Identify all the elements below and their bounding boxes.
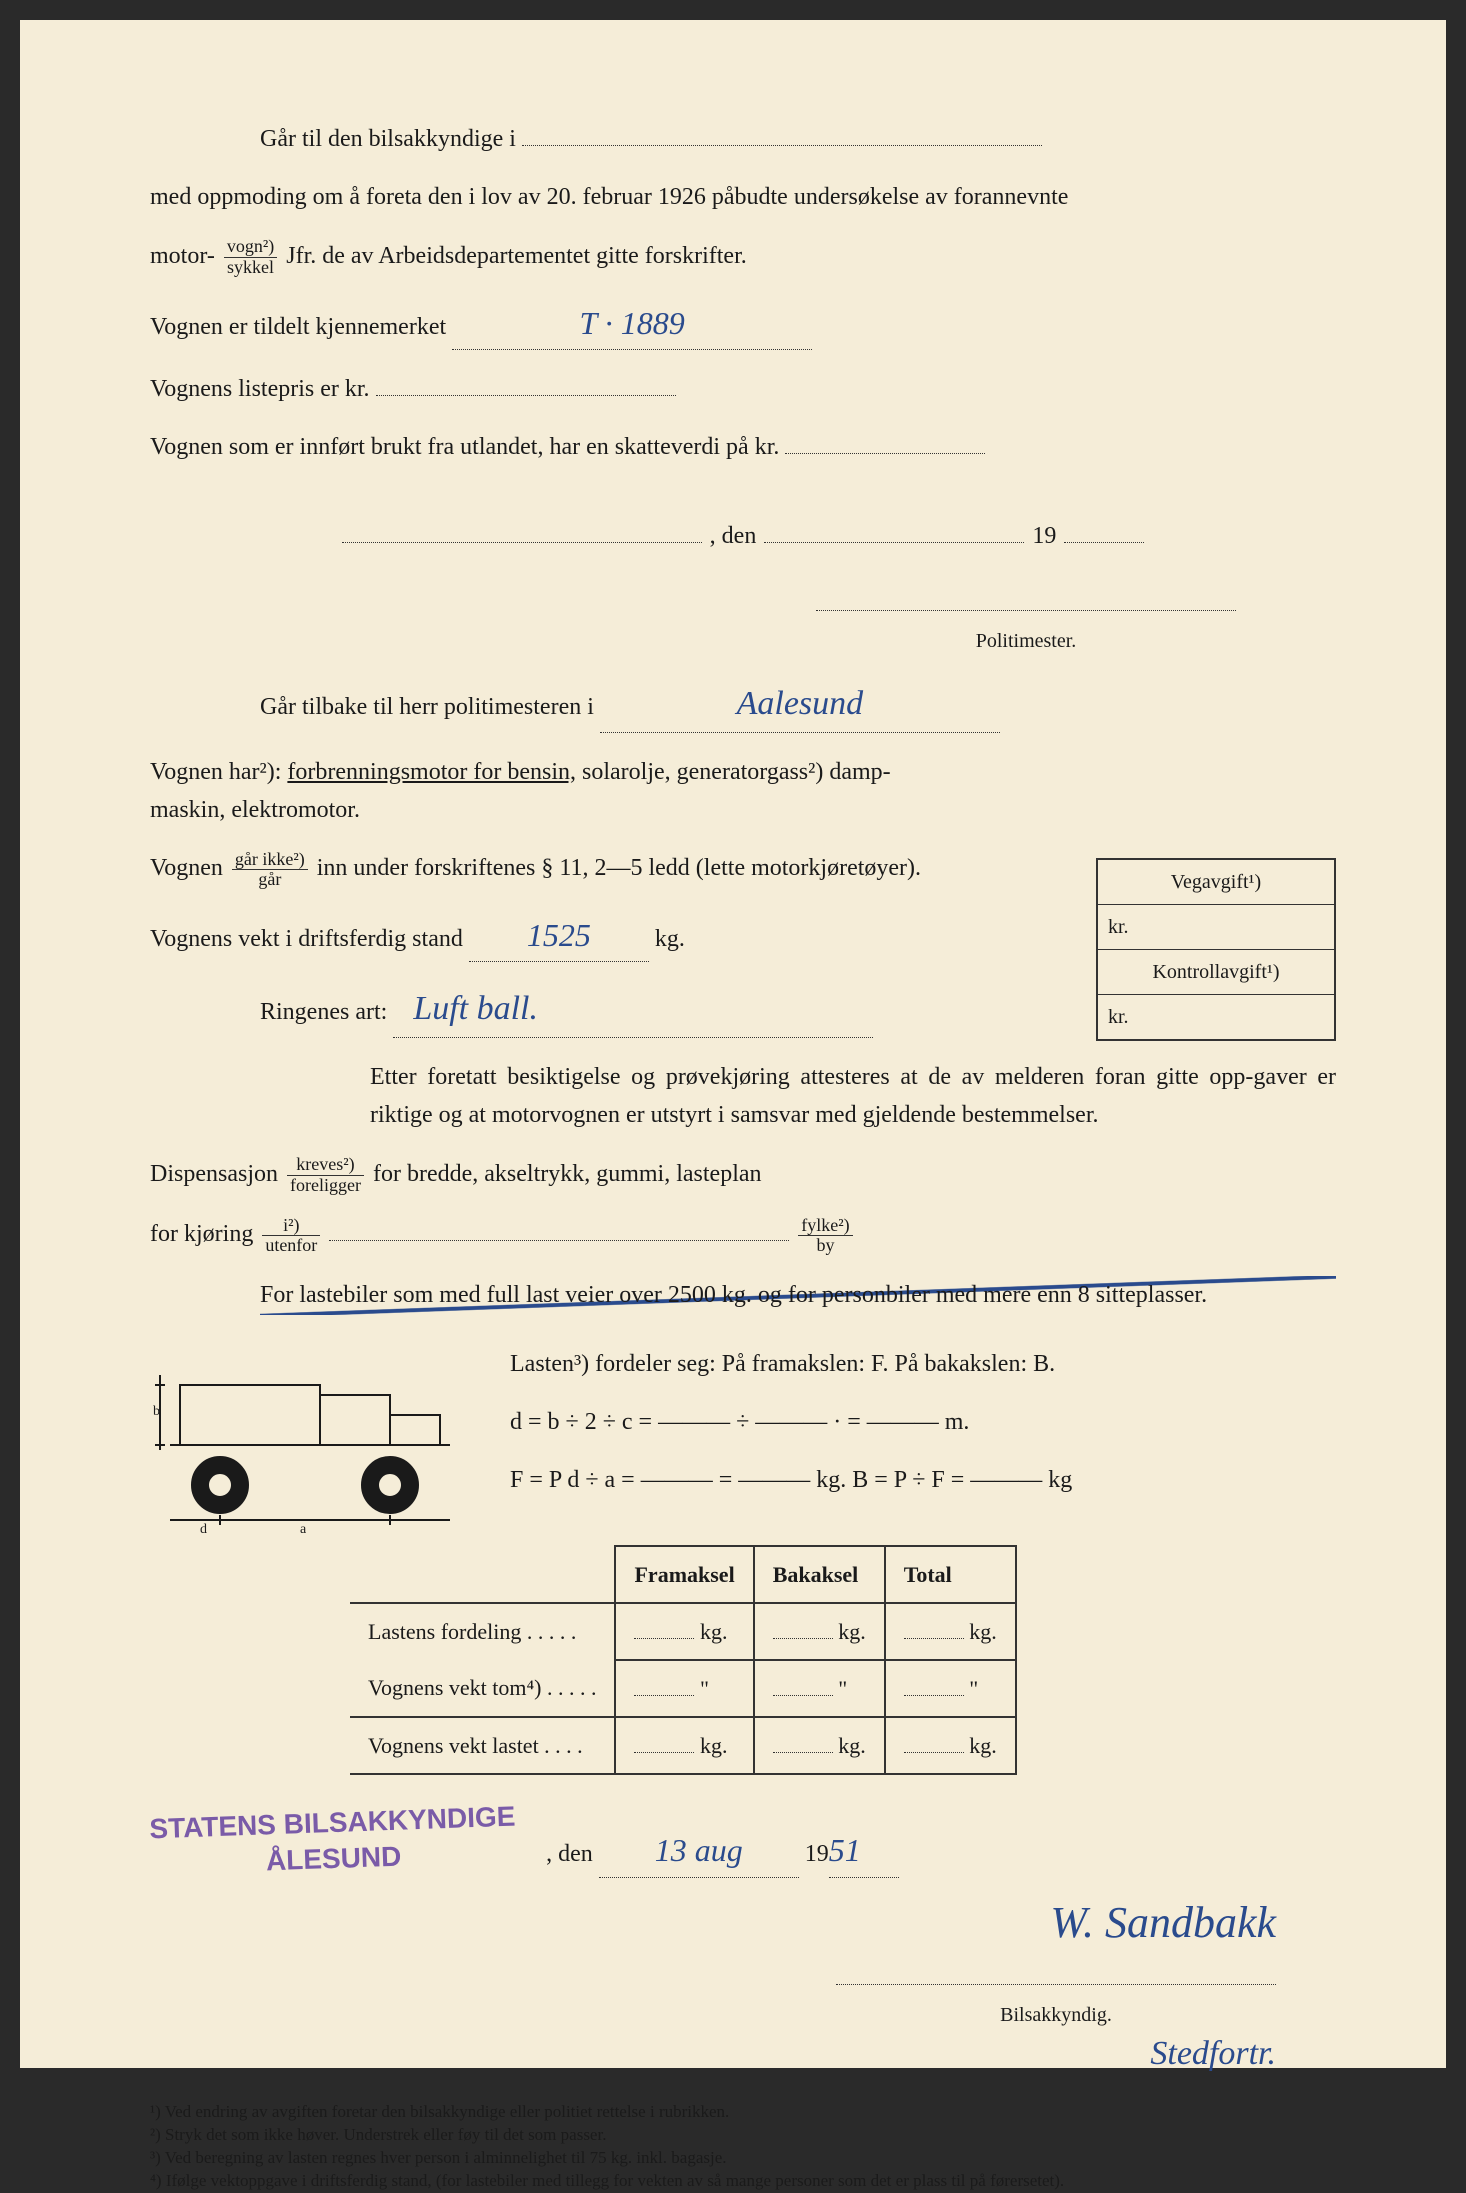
line-innfort: Vognen som er innført brukt fra utlandet… xyxy=(150,428,1336,466)
footnotes: ¹) Ved endring av avgiften foretar den b… xyxy=(150,2101,1336,2193)
line-motor-type: Vognen har²): forbrenningsmotor for bens… xyxy=(150,753,1050,830)
ringenes-value: Luft ball. xyxy=(413,990,538,1027)
line-tilbake: Går tilbake til herr politimesteren i Aa… xyxy=(260,677,1336,732)
dateline-1: , den 19 xyxy=(150,517,1336,555)
table-row: Vognens vekt lastet . . . . kg. kg. kg. xyxy=(350,1717,1016,1774)
stamp: STATENS BILSAKKYNDIGE ÅLESUND xyxy=(149,1799,517,1885)
line-kjoring: for kjøring i²)utenfor fylke²)by xyxy=(150,1215,1336,1256)
year-value: 51 xyxy=(829,1832,861,1868)
line-kjennemerke: Vognen er tildelt kjennemerket T · 1889 xyxy=(150,298,1336,350)
line-lastebiler: For lastebiler som med full last veier o… xyxy=(260,1276,1336,1314)
line-disp: Dispensasjon kreves²)foreligger for bred… xyxy=(150,1155,1336,1196)
formula-block: Lasten³) fordeler seg: På framakslen: F.… xyxy=(490,1335,1336,1500)
kjennemerke-value: T · 1889 xyxy=(580,305,685,341)
vekt-value: 1525 xyxy=(527,917,591,953)
svg-text:d: d xyxy=(200,1522,207,1535)
stamp-date-row: STATENS BILSAKKYNDIGE ÅLESUND , den 13 a… xyxy=(150,1805,1336,1878)
table-header-row: Framaksel Bakaksel Total xyxy=(350,1546,1016,1603)
weight-table: Framaksel Bakaksel Total Lastens fordeli… xyxy=(350,1545,1017,1776)
table-row: Lastens fordeling . . . . . kg. kg. kg. xyxy=(350,1603,1016,1660)
line-gar: Vognen går ikke²)går inn under forskrift… xyxy=(150,849,1050,890)
line-oppmoding: med oppmoding om å foreta den i lov av 2… xyxy=(150,178,1336,216)
truck-formula-row: a d b Lasten³) fordeler seg: På framaksl… xyxy=(150,1335,1336,1535)
line-attest: Etter foretatt besiktigelse og prøvekjør… xyxy=(260,1058,1336,1135)
bilsakkyndig-sig: W. Sandbakk Bilsakkyndig. Stedfortr. xyxy=(150,1888,1276,2081)
politimester-sig: Politimester. xyxy=(150,585,1236,657)
table-row: Vognens vekt tom⁴) . . . . . " " " xyxy=(350,1660,1016,1717)
line-bilsakkyndige: Går til den bilsakkyndige i xyxy=(260,120,1336,158)
truck-diagram: a d b xyxy=(150,1335,480,1535)
svg-text:a: a xyxy=(300,1522,307,1535)
line-listepris: Vognens listepris er kr. xyxy=(150,370,1336,408)
tilbake-value: Aalesund xyxy=(737,685,864,722)
fee-box: Vegavgift¹) kr. Kontrollavgift¹) kr. xyxy=(1096,858,1336,1041)
line-motor: motor- vogn²)sykkel Jfr. de av Arbeidsde… xyxy=(150,237,1336,278)
signature-2: Stedfortr. xyxy=(150,2027,1276,2081)
signature-1: W. Sandbakk xyxy=(150,1888,1276,1958)
svg-text:b: b xyxy=(153,1404,160,1419)
document-page: Går til den bilsakkyndige i med oppmodin… xyxy=(20,20,1446,2068)
date-value: 13 aug xyxy=(655,1832,743,1868)
